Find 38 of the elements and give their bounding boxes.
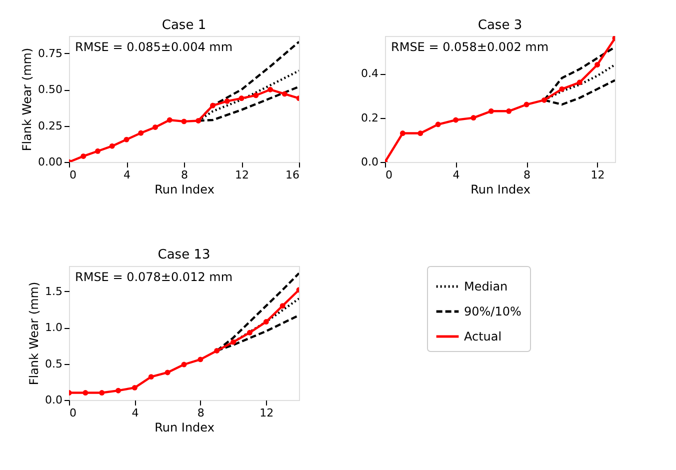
x-tick-label: 8 xyxy=(181,168,188,182)
chart-title: Case 3 xyxy=(478,18,522,33)
x-axis-title: Run Index xyxy=(154,182,214,196)
y-tick-label: 0.0 xyxy=(45,394,62,406)
x-tick-label: 12 xyxy=(235,168,249,182)
y-tick-label: 1.5 xyxy=(45,284,62,298)
y-tick-label: 0.2 xyxy=(361,111,378,124)
y-tick-label: 1.0 xyxy=(45,321,62,334)
chart-title: Case 13 xyxy=(158,248,210,262)
x-tick-label: 0 xyxy=(70,168,76,182)
x-tick-label: 4 xyxy=(124,168,130,182)
annotation: RMSE = 0.058±0.002 mm xyxy=(391,40,549,54)
y-tick-label: 0.0 xyxy=(361,156,378,168)
legend-label: Actual xyxy=(464,330,502,344)
legend-label: Median xyxy=(464,280,508,294)
x-tick-label: 4 xyxy=(132,406,139,420)
chart-title: Case 1 xyxy=(162,18,206,33)
legend-label: 90%/10% xyxy=(464,304,522,318)
annotation: RMSE = 0.078±0.012 mm xyxy=(75,270,233,284)
annotation: RMSE = 0.085±0.004 mm xyxy=(75,40,233,54)
x-axis-title: Run Index xyxy=(154,420,214,434)
y-tick-label: 0.50 xyxy=(38,83,62,96)
x-tick-label: 0 xyxy=(70,406,76,420)
y-tick-label: 0.00 xyxy=(38,156,62,168)
x-tick-label: 16 xyxy=(286,168,300,182)
y-tick-label: 0.25 xyxy=(38,119,62,132)
x-axis-title: Run Index xyxy=(470,182,530,196)
x-tick-label: 12 xyxy=(590,168,605,182)
y-tick-label: 0.75 xyxy=(38,46,62,60)
x-tick-label: 8 xyxy=(197,406,204,420)
x-tick-label: 0 xyxy=(386,168,392,182)
x-tick-label: 12 xyxy=(260,406,274,420)
y-axis-title: Flank Wear (mm) xyxy=(20,48,34,152)
x-tick-label: 8 xyxy=(524,168,531,182)
y-axis-title: Flank Wear (mm) xyxy=(27,282,42,386)
y-tick-label: 0.4 xyxy=(361,67,378,80)
y-tick-label: 0.5 xyxy=(45,357,62,370)
x-tick-label: 4 xyxy=(452,168,460,182)
